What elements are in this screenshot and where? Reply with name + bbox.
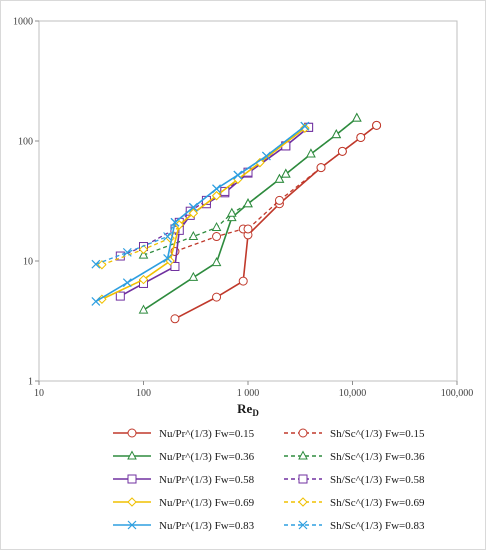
- x-tick-label: 1 000: [237, 388, 260, 399]
- data-point-x: [300, 121, 310, 131]
- x-axis-title-main: Re: [237, 401, 252, 416]
- data-point-circle: [337, 146, 347, 156]
- legend-item: Nu/Pr^(1/3) Fw=0.83: [113, 520, 255, 532]
- series-7: [97, 123, 310, 270]
- legend-marker-square: [127, 474, 137, 484]
- data-point-diamond: [188, 208, 199, 218]
- legend-marker-x: [298, 520, 308, 530]
- data-point-x: [91, 297, 101, 306]
- data-point-x: [233, 170, 243, 180]
- data-point-circle: [170, 314, 180, 324]
- legend-marker-x: [127, 520, 137, 530]
- legend-label: Nu/Pr^(1/3) Fw=0.83: [159, 520, 255, 532]
- data-point-x: [170, 217, 180, 227]
- legend-item: Sh/Sc^(1/3) Fw=0.58: [284, 474, 425, 486]
- legend-label: Nu/Pr^(1/3) Fw=0.36: [159, 451, 255, 463]
- legend-label: Sh/Sc^(1/3) Fw=0.83: [330, 520, 425, 532]
- y-tick-label: 100: [18, 137, 33, 148]
- series-9: [91, 121, 310, 269]
- data-point-circle: [243, 224, 253, 234]
- series-layer: [91, 112, 382, 324]
- legend-item: Nu/Pr^(1/3) Fw=0.58: [113, 474, 255, 486]
- legend-item: Sh/Sc^(1/3) Fw=0.15: [284, 428, 425, 440]
- series-line: [120, 126, 309, 257]
- x-axis-title-subscript: D: [252, 408, 259, 418]
- series-line: [143, 117, 358, 256]
- legend-marker-circle: [298, 428, 308, 438]
- legend-label: Sh/Sc^(1/3) Fw=0.15: [330, 428, 425, 440]
- data-point-x: [212, 184, 221, 194]
- x-tick-label: 10: [34, 388, 44, 399]
- y-tick-label: 1000: [13, 17, 33, 28]
- legend: Nu/Pr^(1/3) Fw=0.15 Sh/Sc^(1/3) Fw=0.15 Nu…: [113, 428, 425, 532]
- legend-marker-triangle: [127, 450, 137, 460]
- data-point-diamond: [138, 274, 149, 285]
- legend-label: Nu/Pr^(1/3) Fw=0.58: [159, 474, 255, 486]
- y-tick-label: 10: [23, 257, 33, 268]
- data-point-x: [163, 232, 173, 241]
- data-point-x: [188, 202, 198, 212]
- data-point-triangle: [188, 271, 199, 281]
- data-point-circle: [372, 120, 382, 130]
- data-point-square: [115, 291, 125, 301]
- x-tick-label: 100: [136, 388, 151, 399]
- legend-label: Nu/Pr^(1/3) Fw=0.69: [159, 497, 255, 509]
- data-point-triangle: [280, 168, 291, 178]
- data-point-circle: [212, 232, 222, 242]
- data-point-triangle: [211, 221, 222, 232]
- legend-label: Sh/Sc^(1/3) Fw=0.58: [330, 474, 425, 486]
- legend-item: Nu/Pr^(1/3) Fw=0.15: [113, 428, 255, 440]
- legend-item: Sh/Sc^(1/3) Fw=0.69: [284, 497, 425, 509]
- x-tick-label: 100,000: [441, 388, 474, 399]
- data-point-triangle: [331, 129, 342, 139]
- legend-item: Nu/Pr^(1/3) Fw=0.36: [113, 450, 255, 463]
- legend-marker-triangle: [298, 450, 308, 460]
- data-point-square: [170, 261, 180, 271]
- series-3: [138, 112, 362, 259]
- legend-marker-square: [298, 474, 308, 484]
- legend-item: Nu/Pr^(1/3) Fw=0.69: [113, 497, 255, 509]
- legend-item: Sh/Sc^(1/3) Fw=0.36: [284, 450, 425, 463]
- legend-marker-diamond: [127, 497, 137, 507]
- data-point-diamond: [211, 191, 222, 201]
- legend-marker-diamond: [298, 497, 308, 507]
- data-point-x: [91, 259, 101, 269]
- data-point-circle: [212, 292, 222, 302]
- data-point-x: [122, 278, 132, 288]
- legend-label: Nu/Pr^(1/3) Fw=0.15: [159, 428, 255, 440]
- data-point-triangle: [226, 212, 237, 222]
- data-point-triangle: [274, 173, 285, 183]
- data-point-diamond: [138, 244, 149, 255]
- data-point-circle: [316, 163, 326, 173]
- data-point-circle: [274, 195, 284, 205]
- legend-label: Sh/Sc^(1/3) Fw=0.36: [330, 451, 425, 463]
- x-tick-label: 10,000: [339, 388, 367, 399]
- legend-label: Sh/Sc^(1/3) Fw=0.69: [330, 497, 425, 509]
- data-point-triangle: [211, 257, 222, 267]
- data-point-triangle: [138, 249, 149, 259]
- legend-item: Sh/Sc^(1/3) Fw=0.83: [284, 520, 425, 532]
- data-point-triangle: [243, 198, 253, 208]
- data-point-triangle: [226, 207, 237, 217]
- data-point-x: [122, 247, 132, 257]
- data-point-x: [261, 151, 271, 161]
- x-axis-title: ReD: [237, 401, 259, 418]
- data-point-triangle: [188, 230, 199, 241]
- data-point-circle: [356, 132, 366, 142]
- data-point-diamond: [300, 123, 310, 133]
- data-point-triangle: [351, 112, 362, 122]
- legend-marker-circle: [127, 428, 137, 438]
- data-point-triangle: [138, 304, 149, 314]
- data-point-x: [163, 254, 173, 263]
- data-point-circle: [238, 276, 248, 286]
- y-tick-label: 1: [28, 377, 33, 388]
- data-point-triangle: [306, 148, 316, 158]
